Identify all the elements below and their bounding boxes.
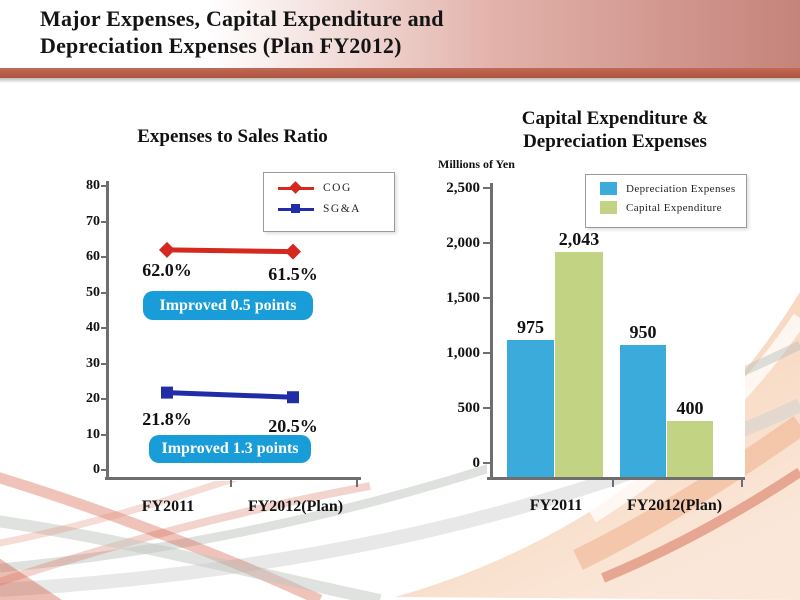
y-tick-mark [101, 327, 108, 329]
y-tick-label: 30 [86, 355, 100, 371]
slide-title-line2: Depreciation Expenses (Plan FY2012) [40, 33, 402, 58]
improvement-callout-sga: Improved 1.3 points [149, 435, 311, 463]
Capital Expenditure-bar-FY2011 [555, 251, 603, 477]
legend-label-cog: COG [323, 182, 352, 194]
right-chart-title-line2: Depreciation Expenses [523, 131, 707, 152]
legend-label-sga: SG&A [323, 203, 361, 215]
legend-label-depreciation: Depreciation Expenses [626, 182, 736, 195]
left-chart-legend: COG SG&A [263, 172, 395, 232]
point-label: 21.8% [142, 408, 192, 429]
right-chart-title-line1: Capital Expenditure & [521, 108, 709, 129]
capex-swatch-icon [600, 201, 617, 214]
x-tick-mark [741, 480, 743, 487]
y-tick-mark [101, 220, 108, 223]
left-xlabel-fy2012: FY2012(Plan) [247, 498, 344, 515]
x-tick-mark [612, 480, 614, 487]
y-tick-mark [101, 291, 108, 294]
Capital Expenditure-bar-FY2012(Plan) [667, 421, 713, 477]
cog-line-diamond-icon [278, 181, 314, 194]
point-label: 62.0% [142, 259, 192, 280]
improvement-callout-cog: Improved 0.5 points [143, 291, 313, 320]
x-tick-mark [230, 480, 232, 487]
y-tick-mark [483, 242, 490, 244]
legend-row-sga: SG&A [264, 203, 394, 215]
bar-value-label: 950 [629, 321, 657, 342]
expenses-to-sales-ratio-chart: Expenses to Sales Ratio 80 70 60 50 40 30 20 10… [60, 110, 405, 540]
y-tick-mark [101, 433, 108, 436]
point-label: 61.5% [268, 263, 318, 284]
y-tick-label: 40 [86, 320, 100, 335]
slide-title: Major Expenses, Capital Expenditure and … [40, 5, 444, 59]
left-y-axis-line [106, 181, 109, 480]
x-tick-mark [356, 480, 358, 487]
y-tick-label: 0 [472, 455, 481, 471]
Depreciation Expenses-bar-FY2011 [507, 339, 554, 477]
y-tick-label: 1,500 [446, 290, 480, 306]
legend-label-capex: Capital Expenditure [626, 201, 722, 214]
y-tick-mark [101, 185, 108, 187]
sga-line-square-icon [278, 203, 314, 215]
y-tick-label: 2,000 [446, 235, 480, 251]
bar-value-label: 400 [676, 398, 704, 419]
right-chart-legend: Depreciation Expenses Capital Expenditur… [585, 174, 747, 228]
y-tick-label: 10 [86, 426, 100, 442]
slide-title-line1: Major Expenses, Capital Expenditure and [40, 6, 444, 31]
capex-depreciation-chart: Capital Expenditure & Depreciation Expen… [430, 100, 795, 540]
y-tick-label: 2,500 [446, 180, 480, 196]
y-tick-label: 70 [86, 213, 100, 229]
y-tick-mark [101, 362, 108, 365]
left-xlabel-fy2011: FY2011 [141, 498, 195, 515]
y-tick-label: 80 [86, 178, 100, 193]
y-tick-mark [483, 462, 490, 464]
y-tick-mark [101, 256, 108, 258]
depreciation-swatch-icon [600, 182, 617, 195]
right-xlabel-fy2011: FY2011 [529, 497, 583, 514]
right-x-axis-line [487, 477, 745, 480]
y-tick-label: 0 [93, 462, 100, 477]
y-tick-label: 1,000 [446, 345, 480, 361]
header-band [0, 0, 800, 68]
y-tick-label: 50 [86, 284, 100, 300]
legend-row-depreciation: Depreciation Expenses [586, 182, 746, 195]
right-xlabel-fy2012: FY2012(Plan) [626, 497, 723, 514]
left-chart-title: Expenses to Sales Ratio [137, 126, 328, 147]
y-tick-mark [483, 297, 490, 299]
bar-value-label: 2,043 [558, 228, 600, 249]
legend-row-capex: Capital Expenditure [586, 201, 746, 214]
header-rule-shadow [0, 78, 800, 83]
y-tick-label: 60 [86, 249, 100, 264]
y-tick-mark [483, 352, 490, 354]
y-tick-mark [483, 187, 490, 189]
point-label: 20.5% [268, 416, 318, 437]
legend-row-cog: COG [264, 181, 394, 194]
y-tick-mark [101, 469, 108, 471]
unit-label-millions-of-yen: Millions of Yen [438, 157, 515, 171]
y-tick-mark [101, 398, 108, 400]
y-tick-label: 500 [457, 400, 481, 416]
left-x-axis-line [105, 477, 361, 480]
y-tick-label: 20 [86, 391, 100, 406]
y-tick-mark [483, 407, 490, 409]
header-rule-bar [0, 68, 800, 78]
